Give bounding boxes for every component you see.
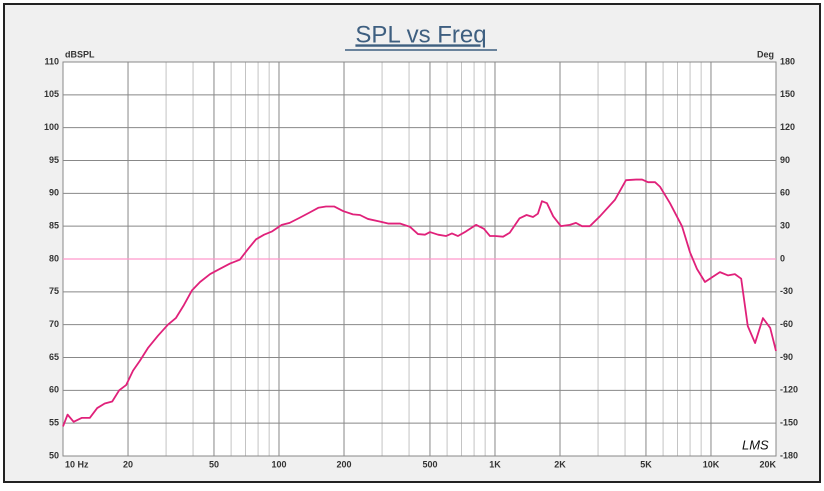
y-tick-label: 70 xyxy=(49,319,59,329)
y2-tick-label: 60 xyxy=(780,188,790,198)
x-tick-label: 5K xyxy=(640,459,652,469)
y2-tick-label: 90 xyxy=(780,155,790,165)
y-tick-label: 100 xyxy=(44,122,59,132)
spl-curve xyxy=(62,178,777,427)
x-tick-label: 100 xyxy=(271,459,286,469)
y-tick-label: 55 xyxy=(49,418,59,428)
y-tick-label: 95 xyxy=(49,155,59,165)
y2-tick-label: 30 xyxy=(780,221,790,231)
x-tick-label: 20 xyxy=(123,459,133,469)
x-tick-label: 1K xyxy=(489,459,501,469)
y-tick-label: 75 xyxy=(49,286,59,296)
y-tick-label: 80 xyxy=(49,253,59,263)
x-tick-label: 10K xyxy=(703,459,720,469)
y2-tick-label: -60 xyxy=(780,319,793,329)
y2-tick-label: -90 xyxy=(780,352,793,362)
y2-axis-label: Deg xyxy=(757,49,774,59)
y-tick-label: 110 xyxy=(44,56,59,66)
y2-tick-label: -150 xyxy=(780,418,798,428)
x-tick-label: 20K xyxy=(759,459,776,469)
y2-tick-label: -30 xyxy=(780,286,793,296)
y-axis-label: dBSPL xyxy=(65,49,95,59)
y-tick-label: 105 xyxy=(44,89,59,99)
y2-tick-label: 150 xyxy=(780,89,795,99)
x-tick-label: 50 xyxy=(209,459,219,469)
y-tick-label: 60 xyxy=(49,385,59,395)
annotation: LMS xyxy=(742,437,769,452)
y-tick-label: 50 xyxy=(49,450,59,460)
y-tick-label: 90 xyxy=(49,188,59,198)
x-tick-label: 2K xyxy=(554,459,566,469)
y-tick-label: 85 xyxy=(49,221,59,231)
y2-tick-label: 180 xyxy=(780,56,795,66)
y-tick-label: 65 xyxy=(49,352,59,362)
y2-tick-label: -120 xyxy=(780,385,798,395)
y2-tick-label: 0 xyxy=(780,253,785,263)
x-tick-label: 200 xyxy=(336,459,351,469)
x-tick-label: 10 Hz xyxy=(65,459,89,469)
x-tick-label: 500 xyxy=(422,459,437,469)
y2-tick-label: -180 xyxy=(780,450,798,460)
chart-title: SPL vs Freq xyxy=(355,21,486,48)
y2-tick-label: 120 xyxy=(780,122,795,132)
